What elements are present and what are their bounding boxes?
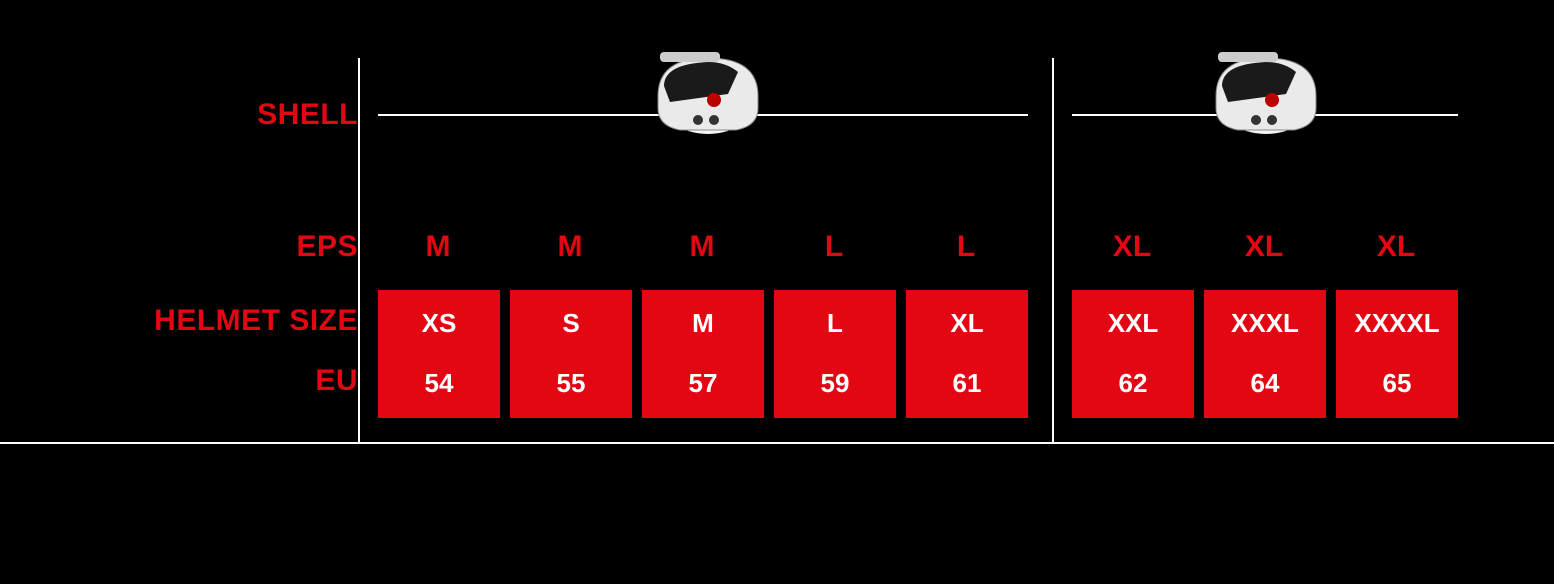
eu-value: 55 (510, 368, 632, 399)
label-eu: EU (315, 364, 358, 398)
eu-value: 61 (906, 368, 1028, 399)
size-box: XS 54 (378, 290, 500, 418)
eps-value: XL (1336, 230, 1456, 264)
size-box: M 57 (642, 290, 764, 418)
eps-value: L (774, 230, 894, 264)
label-eps: EPS (296, 230, 358, 264)
size-box: XL 61 (906, 290, 1028, 418)
size-value: XXXL (1204, 308, 1326, 339)
helmet-icon (640, 36, 770, 136)
eu-value: 64 (1204, 368, 1326, 399)
eps-value: L (906, 230, 1026, 264)
vline-mid (1052, 58, 1054, 442)
vline-left (358, 58, 360, 442)
size-chart: SHELL EPS HELMET SIZE EU M M M L L XL XL (0, 58, 1554, 444)
eps-value: M (378, 230, 498, 264)
eps-value: XL (1204, 230, 1324, 264)
eu-value: 62 (1072, 368, 1194, 399)
size-box: XXXL 64 (1204, 290, 1326, 418)
eps-value: XL (1072, 230, 1192, 264)
size-value: S (510, 308, 632, 339)
eps-value: M (642, 230, 762, 264)
size-value: XXL (1072, 308, 1194, 339)
size-value: L (774, 308, 896, 339)
label-helmet-size: HELMET SIZE (154, 304, 358, 338)
size-box: XXXXL 65 (1336, 290, 1458, 418)
size-box: XXL 62 (1072, 290, 1194, 418)
eu-value: 57 (642, 368, 764, 399)
size-box: S 55 (510, 290, 632, 418)
eu-value: 65 (1336, 368, 1458, 399)
helmet-icon (1198, 36, 1328, 136)
bottom-rule (0, 442, 1554, 444)
size-value: XL (906, 308, 1028, 339)
size-value: XXXXL (1336, 308, 1458, 339)
eps-value: M (510, 230, 630, 264)
eu-value: 54 (378, 368, 500, 399)
size-value: M (642, 308, 764, 339)
eu-value: 59 (774, 368, 896, 399)
label-shell: SHELL (257, 98, 358, 132)
size-box: L 59 (774, 290, 896, 418)
size-value: XS (378, 308, 500, 339)
